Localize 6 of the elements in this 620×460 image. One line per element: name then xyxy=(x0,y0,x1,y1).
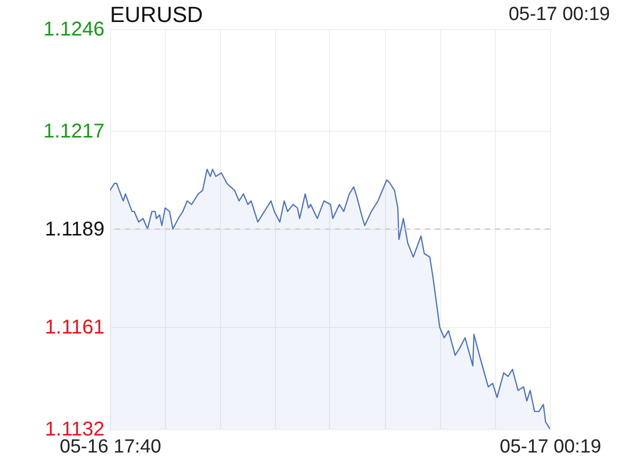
y-tick-label: 1.1217 xyxy=(43,120,104,142)
text: 05-17 00:19 xyxy=(508,4,610,26)
y-tick-label: 1.1246 xyxy=(43,18,104,40)
chart-title: EURUSD xyxy=(110,2,203,28)
y-tick-label: 1.1189 xyxy=(44,218,104,240)
y-tick-label: 1.1161 xyxy=(44,316,104,339)
